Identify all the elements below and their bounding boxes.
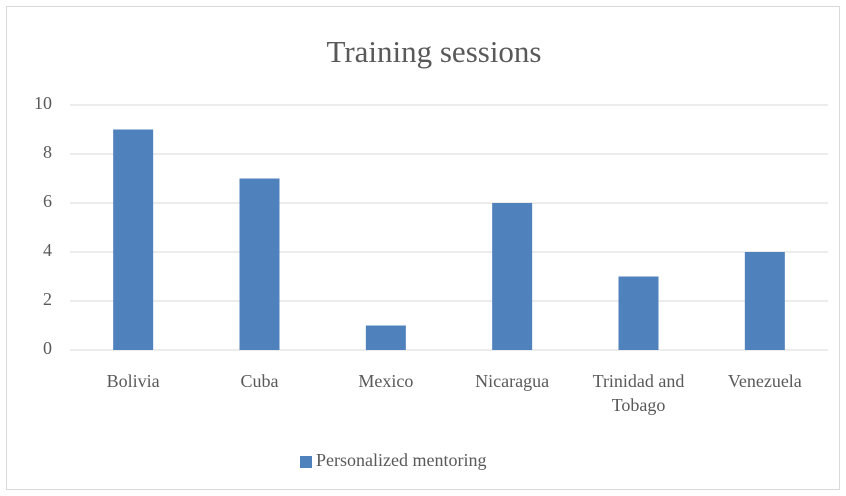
x-tick-label: Mexico <box>358 371 414 391</box>
x-tick-label: Venezuela <box>727 371 802 391</box>
bar <box>492 203 533 350</box>
bar <box>618 276 659 350</box>
y-tick-label: 10 <box>34 93 52 113</box>
bar <box>239 178 280 350</box>
legend-label: Personalized mentoring <box>316 450 486 470</box>
y-tick-label: 8 <box>43 142 52 162</box>
bar <box>744 252 785 350</box>
legend-swatch <box>300 456 312 468</box>
bar <box>365 325 406 350</box>
y-tick-label: 6 <box>43 191 52 211</box>
y-tick-label: 4 <box>43 240 52 260</box>
x-tick-label: Bolivia <box>106 371 160 391</box>
y-tick-label: 0 <box>43 338 52 358</box>
x-tick-label: Cuba <box>240 371 279 391</box>
x-tick-label: Nicaragua <box>475 371 550 391</box>
x-tick-label: Trinidad and Tobago <box>592 371 685 415</box>
y-tick-label: 2 <box>43 289 52 309</box>
chart-title: Training sessions <box>326 34 541 69</box>
bar <box>113 129 154 350</box>
